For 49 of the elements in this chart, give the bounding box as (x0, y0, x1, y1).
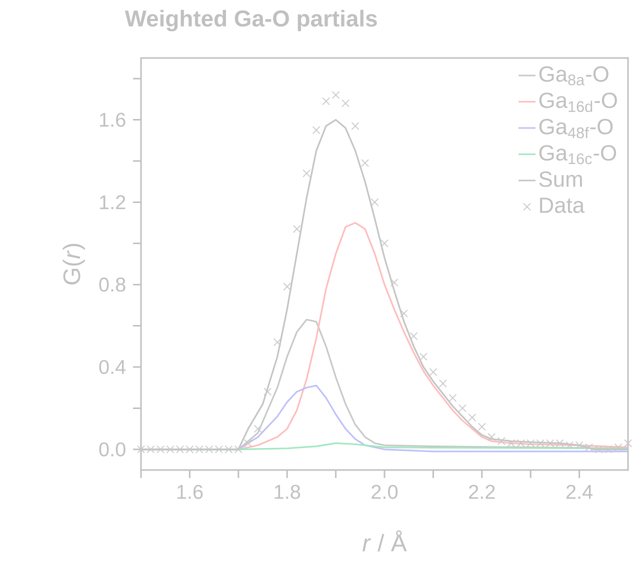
legend-label: Ga$_{8a}$-O (539, 66, 608, 86)
point (254, 424, 262, 433)
point (342, 99, 350, 108)
point (361, 159, 370, 168)
x-tick-label: 2.0 (372, 484, 398, 499)
point (429, 368, 438, 376)
point (244, 439, 252, 448)
point (410, 332, 418, 340)
point (488, 433, 496, 442)
point (370, 198, 379, 206)
legend-label: Sum (539, 171, 582, 187)
point (468, 413, 476, 422)
point (614, 443, 622, 452)
x-tick-label: 1.6 (177, 484, 203, 499)
point (390, 278, 398, 287)
x-tick-label: 1.8 (274, 484, 300, 499)
point (585, 443, 594, 452)
x-axis-title: r / Å (362, 530, 407, 552)
y-tick-label: 0.8 (99, 278, 126, 292)
legend-label: Ga$_{48f}$-O (539, 118, 613, 138)
x-tick-label: 2.2 (469, 484, 495, 499)
point (419, 352, 428, 361)
legend-label: Ga$_{16c}$-O (539, 145, 616, 164)
x-tick-label: 2.4 (566, 484, 593, 499)
point (322, 97, 330, 106)
y-tick-label: 0.0 (99, 442, 126, 456)
point (400, 309, 408, 318)
point (292, 224, 301, 233)
point (478, 422, 486, 431)
point (264, 388, 272, 396)
y-axis-title: G(r) (62, 244, 85, 284)
point (497, 437, 506, 446)
point (283, 282, 292, 291)
point (624, 439, 632, 448)
point (312, 126, 320, 134)
point (380, 239, 388, 248)
y-tick-label: 0.4 (99, 360, 126, 374)
chart-title: Weighted Ga-O partials (124, 10, 377, 32)
point (458, 404, 466, 412)
y-tick-label: 1.2 (100, 195, 126, 210)
point (332, 91, 340, 100)
legend-label: Data (540, 198, 585, 213)
point (273, 338, 282, 346)
point (302, 169, 311, 178)
y-tick-label: 1.6 (100, 112, 126, 127)
point (448, 394, 457, 402)
legend-label: Ga$_{16d}$-O (539, 92, 617, 112)
point (438, 379, 447, 388)
point (351, 122, 360, 130)
